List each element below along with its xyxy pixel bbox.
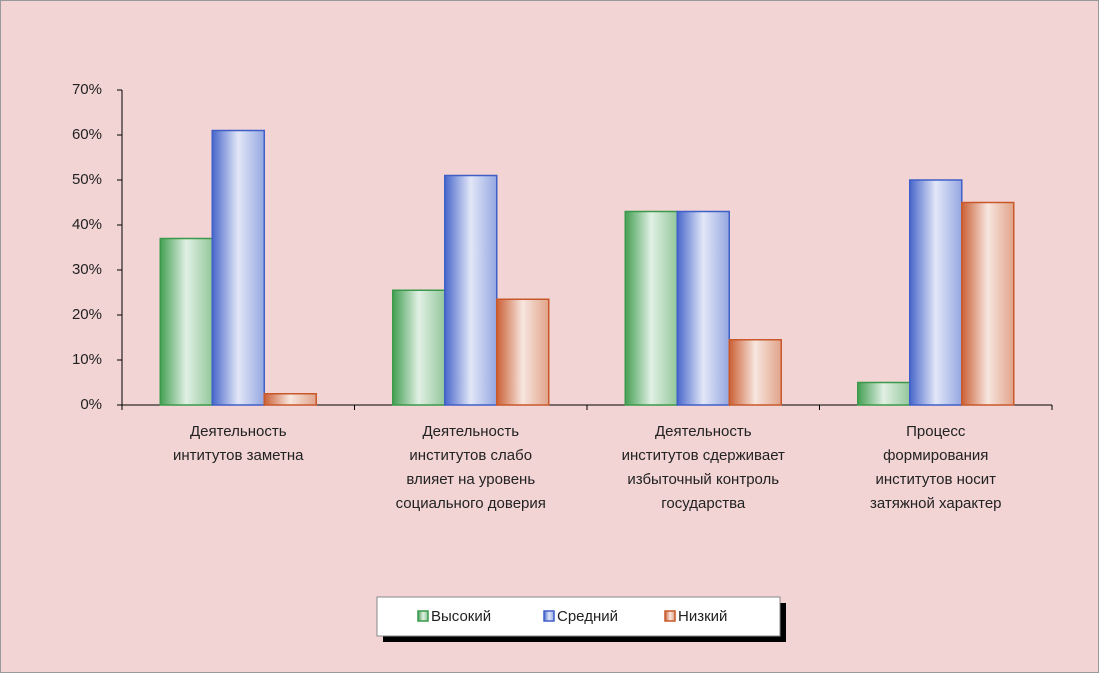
legend-label: Средний (557, 608, 618, 625)
bar (444, 174, 498, 406)
y-tick-label: 30% (72, 261, 102, 278)
y-tick-label: 20% (72, 306, 102, 323)
x-tick-label: Деятельность институтов слабо влияет на ур… (396, 423, 546, 512)
bar (961, 201, 1015, 406)
x-tick-label: Деятельность институтов сдерживает избыточ… (622, 423, 785, 512)
y-tick-label: 0% (80, 396, 102, 413)
y-tick-label: 10% (72, 351, 102, 368)
legend-swatch (543, 610, 555, 622)
legend-label: Высокий (431, 608, 491, 625)
bar (263, 393, 317, 406)
bar (857, 381, 911, 406)
legend-swatch (664, 610, 676, 622)
bar (392, 289, 446, 406)
bar (211, 129, 265, 406)
y-tick-label: 70% (72, 81, 102, 98)
legend (376, 596, 781, 637)
legend-swatch (417, 610, 429, 622)
bar (159, 237, 213, 406)
y-tick-label: 40% (72, 216, 102, 233)
x-tick-label: Деятельность интитутов заметна (173, 423, 304, 464)
y-tick-label: 60% (72, 126, 102, 143)
x-tick-label: Процесс формирования институтов носит затяж… (870, 423, 1002, 512)
bar (496, 298, 550, 406)
bar (676, 210, 730, 406)
bar (624, 210, 678, 406)
legend-label: Низкий (678, 608, 727, 625)
y-tick-label: 50% (72, 171, 102, 188)
bar (728, 339, 782, 406)
bar (909, 179, 963, 406)
